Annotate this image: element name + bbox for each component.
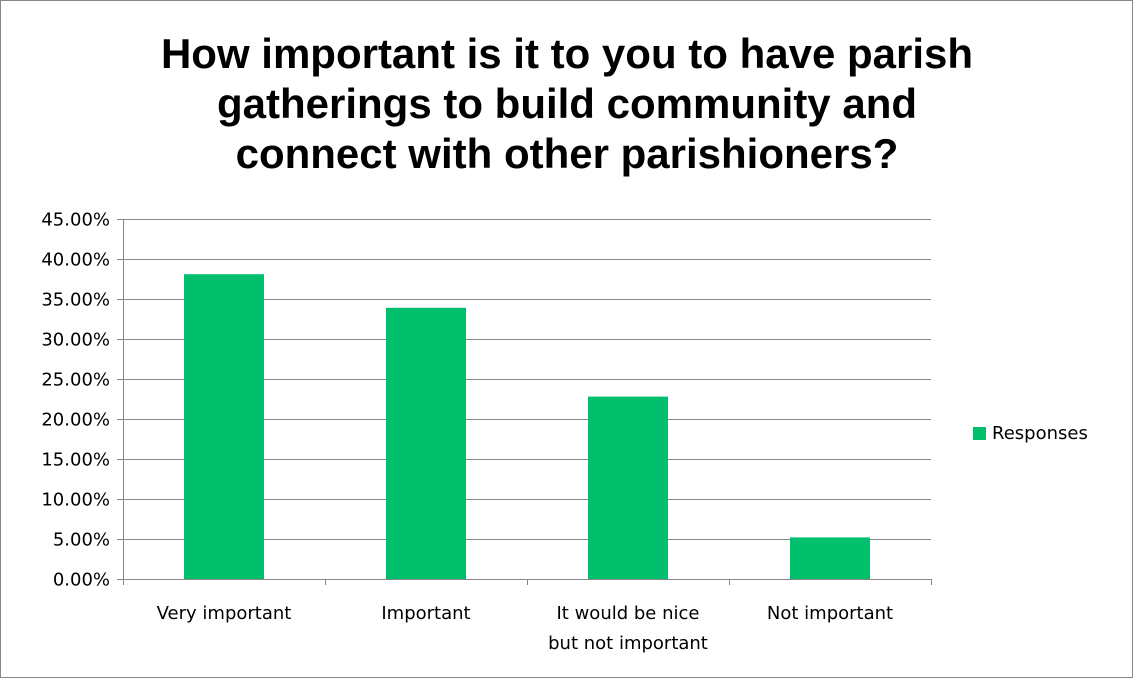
bar [184,274,264,579]
y-tick-label: 25.00% [41,370,110,391]
y-tick-label: 35.00% [41,290,110,311]
labels: 0.00% 5.00% 10.00% 15.00% 20.00% 25.00% 30.00%… [41,210,893,655]
y-tick-label: 45.00% [41,210,110,231]
category-label: Very important [157,603,292,624]
y-tick-label: 5.00% [53,530,110,551]
category-label: It would be nice but not important [548,603,708,654]
legend: Responses [973,423,1088,444]
y-tick-label: 0.00% [53,570,110,591]
y-tick-label: 30.00% [41,330,110,351]
bars [184,274,870,579]
bar [790,537,870,579]
y-tick-label: 20.00% [41,410,110,431]
y-tick-label: 15.00% [41,450,110,471]
category-label: Not important [767,603,893,624]
category-label: Important [381,603,470,624]
bar [386,307,466,579]
axes [117,219,932,585]
y-tick-label: 40.00% [41,250,110,271]
legend-label: Responses [992,423,1088,444]
legend-swatch [973,427,986,440]
y-tick-label: 10.00% [41,490,110,511]
bar [588,396,668,579]
chart-title: How important is it to you to have paris… [160,30,974,177]
